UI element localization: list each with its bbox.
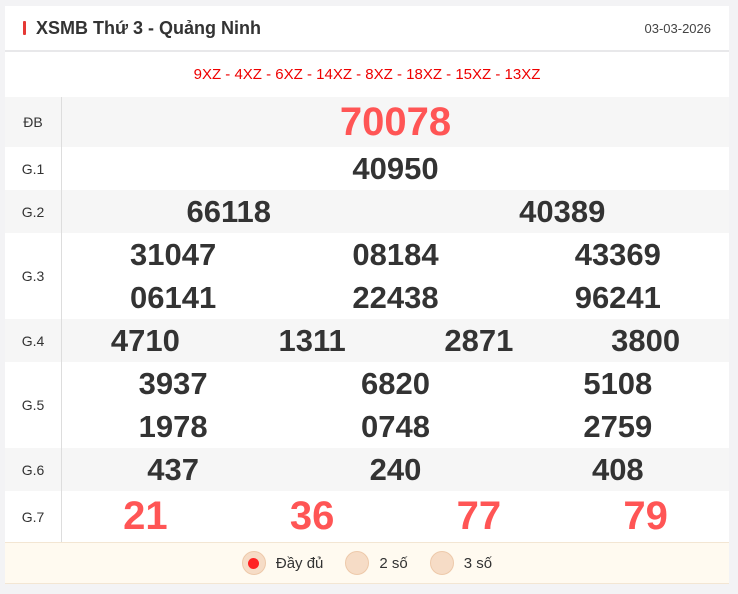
- prize-row: G.3 31047 08184 43369 06141 22438 96241: [5, 233, 729, 319]
- prize-number: 40950: [352, 150, 439, 186]
- prize-row: G.4 4710 1311 2871 3800: [5, 319, 729, 362]
- prize-row: G.6 437 240 408: [5, 448, 729, 491]
- title-accent-bar: [23, 21, 26, 35]
- prize-number: 36: [289, 494, 335, 538]
- header: XSMB Thứ 3 - Quảng Ninh 03-03-2026: [5, 6, 729, 52]
- prize-number: 1311: [278, 322, 346, 358]
- prize-number: 66118: [186, 193, 272, 229]
- draw-date: 03-03-2026: [644, 20, 712, 36]
- prize-row: G.1 40950: [5, 147, 729, 190]
- prize-number: 4710: [110, 322, 180, 358]
- prize-label: G.4: [5, 319, 62, 362]
- option-radio[interactable]: 2 số: [345, 551, 408, 575]
- prize-number: 1978: [138, 408, 208, 444]
- prize-label: G.3: [5, 233, 62, 319]
- prize-label: G.7: [5, 491, 62, 542]
- prize-row: G.5 3937 6820 5108 1978 0748 2759: [5, 362, 729, 448]
- prize-label: ĐB: [5, 97, 62, 147]
- prize-number: 21: [123, 494, 168, 538]
- prize-number: 2871: [444, 322, 514, 358]
- prize-number: 437: [147, 451, 200, 487]
- special-codes: 9XZ - 4XZ - 6XZ - 14XZ - 8XZ - 18XZ - 15…: [193, 66, 541, 83]
- prize-number: 43369: [574, 236, 661, 272]
- prize-number: 240: [369, 451, 422, 487]
- prize-row: ĐB 70078: [5, 97, 729, 147]
- prize-number: 22438: [352, 279, 439, 315]
- prize-number: 6820: [361, 365, 430, 401]
- prize-number: 96241: [574, 279, 661, 315]
- prize-number: 0748: [361, 408, 430, 444]
- prize-number: 77: [456, 494, 502, 538]
- prize-number: 2759: [583, 408, 653, 444]
- prize-number: 5108: [583, 365, 653, 401]
- prize-label: G.2: [5, 190, 62, 233]
- prize-number: 40389: [519, 193, 606, 229]
- option-label: 3 số: [463, 554, 493, 572]
- prize-number: 3937: [138, 365, 208, 401]
- prize-number: 408: [591, 451, 644, 487]
- prize-label: G.1: [5, 147, 62, 190]
- radio-icon[interactable]: [345, 551, 370, 575]
- display-options: Đầy đủ 2 số 3 số: [5, 542, 729, 584]
- option-label: Đầy đủ: [275, 554, 324, 572]
- option-radio[interactable]: Đầy đủ: [241, 551, 324, 575]
- option-label: 2 số: [379, 554, 408, 572]
- prize-label: G.6: [5, 448, 62, 491]
- prize-number: 70078: [339, 99, 452, 144]
- results-card: XSMB Thứ 3 - Quảng Ninh 03-03-2026 9XZ -…: [5, 6, 729, 584]
- prize-label: G.5: [5, 362, 62, 448]
- prize-number: 06141: [130, 279, 217, 315]
- radio-selected-dot: [248, 557, 260, 569]
- prize-number: 31047: [130, 236, 217, 272]
- prize-number: 08184: [352, 236, 439, 272]
- prize-row: G.7 21 36 77 79: [5, 491, 729, 542]
- prize-row: G.2 66118 40389: [5, 190, 729, 233]
- prize-number: 79: [623, 494, 668, 538]
- radio-icon[interactable]: [429, 551, 454, 575]
- prize-number: 3800: [611, 322, 681, 358]
- page-title: XSMB Thứ 3 - Quảng Ninh: [36, 17, 262, 38]
- option-radio[interactable]: 3 số: [429, 551, 493, 575]
- radio-icon[interactable]: [241, 551, 266, 575]
